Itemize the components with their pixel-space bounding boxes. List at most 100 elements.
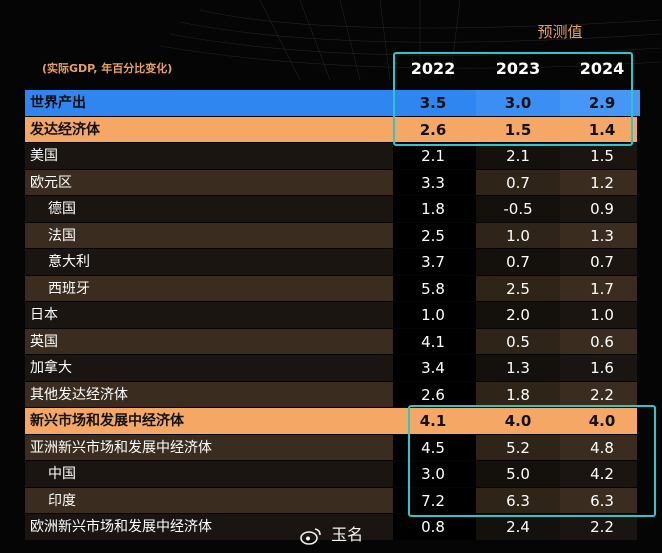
column-stripe <box>393 249 476 275</box>
value-2022: 2.5 <box>421 226 445 245</box>
value-2024: 6.3 <box>590 491 614 510</box>
row-background <box>25 408 637 434</box>
row-label: 欧元区 <box>30 174 72 191</box>
column-stripe <box>393 275 476 301</box>
value-2023: 4.0 <box>504 412 532 430</box>
value-2022: 0.8 <box>421 518 445 536</box>
row-label: 新兴市场和发展中经济体 <box>30 413 184 429</box>
frame-advanced-economies <box>393 52 633 146</box>
value-2022: 3.3 <box>421 173 445 192</box>
value-2024: 1.7 <box>590 279 614 298</box>
value-2024: 2.2 <box>590 518 614 536</box>
row-label: 印度 <box>48 492 76 509</box>
value-2022: 1.8 <box>421 200 445 218</box>
row-label: 加拿大 <box>30 360 72 376</box>
column-stripe <box>476 196 560 222</box>
projection-label: 预测值 <box>537 23 583 41</box>
year-header-2024: 2024 <box>579 59 625 78</box>
value-2024: 0.7 <box>590 253 614 271</box>
column-stripe <box>393 328 476 354</box>
column-stripe <box>476 487 560 513</box>
value-2023: 2.5 <box>506 279 530 298</box>
column-stripe <box>393 434 476 460</box>
row-label: 西班牙 <box>48 280 90 297</box>
column-stripe <box>476 143 560 169</box>
value-2022: 4.1 <box>419 412 447 430</box>
row-background <box>25 116 637 142</box>
row-label: 日本 <box>30 307 58 323</box>
row-label: 英国 <box>30 333 58 350</box>
value-2024: 1.4 <box>588 120 616 139</box>
value-2022: 3.4 <box>421 359 445 377</box>
column-stripe <box>476 461 560 487</box>
value-2022: 7.2 <box>421 491 445 510</box>
value-2022: 2.6 <box>421 385 445 404</box>
value-2022: 3.5 <box>419 94 447 112</box>
row-label: 法国 <box>48 227 76 244</box>
value-2024: 2.9 <box>588 94 616 112</box>
value-2022: 3.0 <box>421 465 445 483</box>
row-label: 亚洲新兴市场和发展中经济体 <box>30 439 212 456</box>
column-stripe <box>476 275 560 301</box>
column-stripe <box>393 381 476 407</box>
value-2023: 0.7 <box>506 253 530 271</box>
column-stripe <box>393 302 476 328</box>
row-label: 美国 <box>30 148 58 164</box>
row-label: 欧洲新兴市场和发展中经济体 <box>30 519 212 535</box>
value-2023: 5.0 <box>506 465 530 483</box>
column-stripe <box>476 249 560 275</box>
column-stripe <box>393 196 476 222</box>
row-label: 中国 <box>48 466 76 482</box>
value-2022: 2.1 <box>421 147 445 165</box>
value-2023: 1.8 <box>506 385 530 404</box>
value-2024: 1.0 <box>590 306 614 324</box>
row-label: 德国 <box>48 201 76 217</box>
value-2024: 1.5 <box>590 147 614 165</box>
column-stripe <box>476 302 560 328</box>
value-2024: 0.9 <box>590 200 614 218</box>
column-stripe <box>393 222 476 248</box>
value-2023: 2.4 <box>506 518 530 536</box>
units-note: (实际GDP, 年百分比变化) <box>42 62 173 75</box>
column-stripe <box>476 514 560 540</box>
value-2023: 1.3 <box>506 359 530 377</box>
column-stripe <box>560 90 640 116</box>
value-2023: 1.0 <box>506 226 530 245</box>
value-2022: 4.5 <box>421 438 445 457</box>
value-2022: 3.7 <box>421 253 445 271</box>
value-2023: 1.5 <box>504 120 532 139</box>
value-2024: 4.8 <box>590 438 614 457</box>
value-2023: 0.5 <box>506 332 530 351</box>
value-2023: 0.7 <box>506 173 530 192</box>
column-stripe <box>476 434 560 460</box>
column-stripe <box>393 461 476 487</box>
value-2024: 4.2 <box>590 465 614 483</box>
column-stripe <box>476 222 560 248</box>
column-stripe <box>393 169 476 195</box>
row-label: 其他发达经济体 <box>30 386 128 403</box>
weibo-icon <box>300 527 321 545</box>
column-stripe <box>476 328 560 354</box>
row-label: 意大利 <box>48 254 90 270</box>
column-stripe <box>393 487 476 513</box>
row-label: 世界产出 <box>30 95 86 111</box>
value-2022: 4.1 <box>421 332 445 351</box>
value-2024: 1.6 <box>590 359 614 377</box>
value-2022: 5.8 <box>421 279 445 298</box>
column-stripe <box>393 514 476 540</box>
value-2023: 5.2 <box>506 438 530 457</box>
column-stripe <box>476 169 560 195</box>
column-stripe <box>393 355 476 381</box>
column-stripe <box>476 355 560 381</box>
year-header-2023: 2023 <box>495 59 541 78</box>
year-header-2022: 2022 <box>410 59 456 78</box>
column-stripe <box>393 143 476 169</box>
value-2023: -0.5 <box>503 200 533 218</box>
value-2023: 2.0 <box>506 306 530 324</box>
value-2023: 6.3 <box>506 491 530 510</box>
value-2022: 2.6 <box>419 120 447 139</box>
value-2024: 2.2 <box>590 385 614 404</box>
row-label: 发达经济体 <box>30 121 100 138</box>
value-2024: 0.6 <box>590 332 614 351</box>
